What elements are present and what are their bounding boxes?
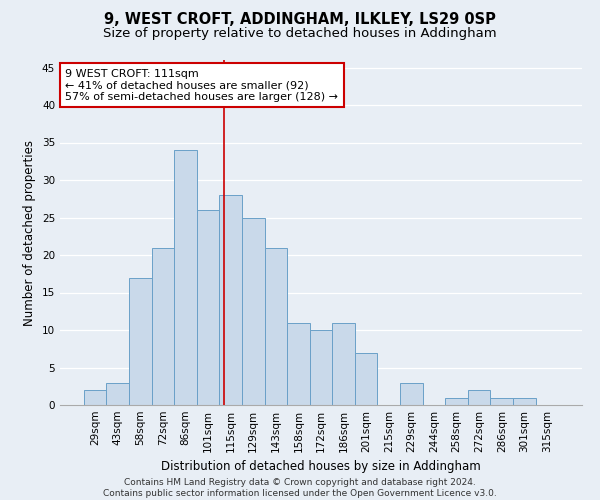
Bar (513, 398, 536, 405)
Bar (310, 330, 332, 405)
Bar (220, 195, 242, 405)
X-axis label: Distribution of detached houses by size in Addingham: Distribution of detached houses by size … (161, 460, 481, 473)
Bar (445, 398, 468, 405)
Bar (332, 322, 355, 405)
Bar (152, 248, 174, 405)
Text: 9 WEST CROFT: 111sqm
← 41% of detached houses are smaller (92)
57% of semi-detac: 9 WEST CROFT: 111sqm ← 41% of detached h… (65, 68, 338, 102)
Text: Size of property relative to detached houses in Addingham: Size of property relative to detached ho… (103, 28, 497, 40)
Bar (265, 248, 287, 405)
Bar (355, 352, 377, 405)
Bar (84, 390, 106, 405)
Bar (106, 382, 129, 405)
Bar (490, 398, 513, 405)
Bar (242, 218, 265, 405)
Bar (129, 278, 152, 405)
Bar (468, 390, 490, 405)
Text: Contains HM Land Registry data © Crown copyright and database right 2024.
Contai: Contains HM Land Registry data © Crown c… (103, 478, 497, 498)
Bar (287, 322, 310, 405)
Bar (197, 210, 220, 405)
Bar (400, 382, 422, 405)
Y-axis label: Number of detached properties: Number of detached properties (23, 140, 37, 326)
Bar (174, 150, 197, 405)
Text: 9, WEST CROFT, ADDINGHAM, ILKLEY, LS29 0SP: 9, WEST CROFT, ADDINGHAM, ILKLEY, LS29 0… (104, 12, 496, 28)
